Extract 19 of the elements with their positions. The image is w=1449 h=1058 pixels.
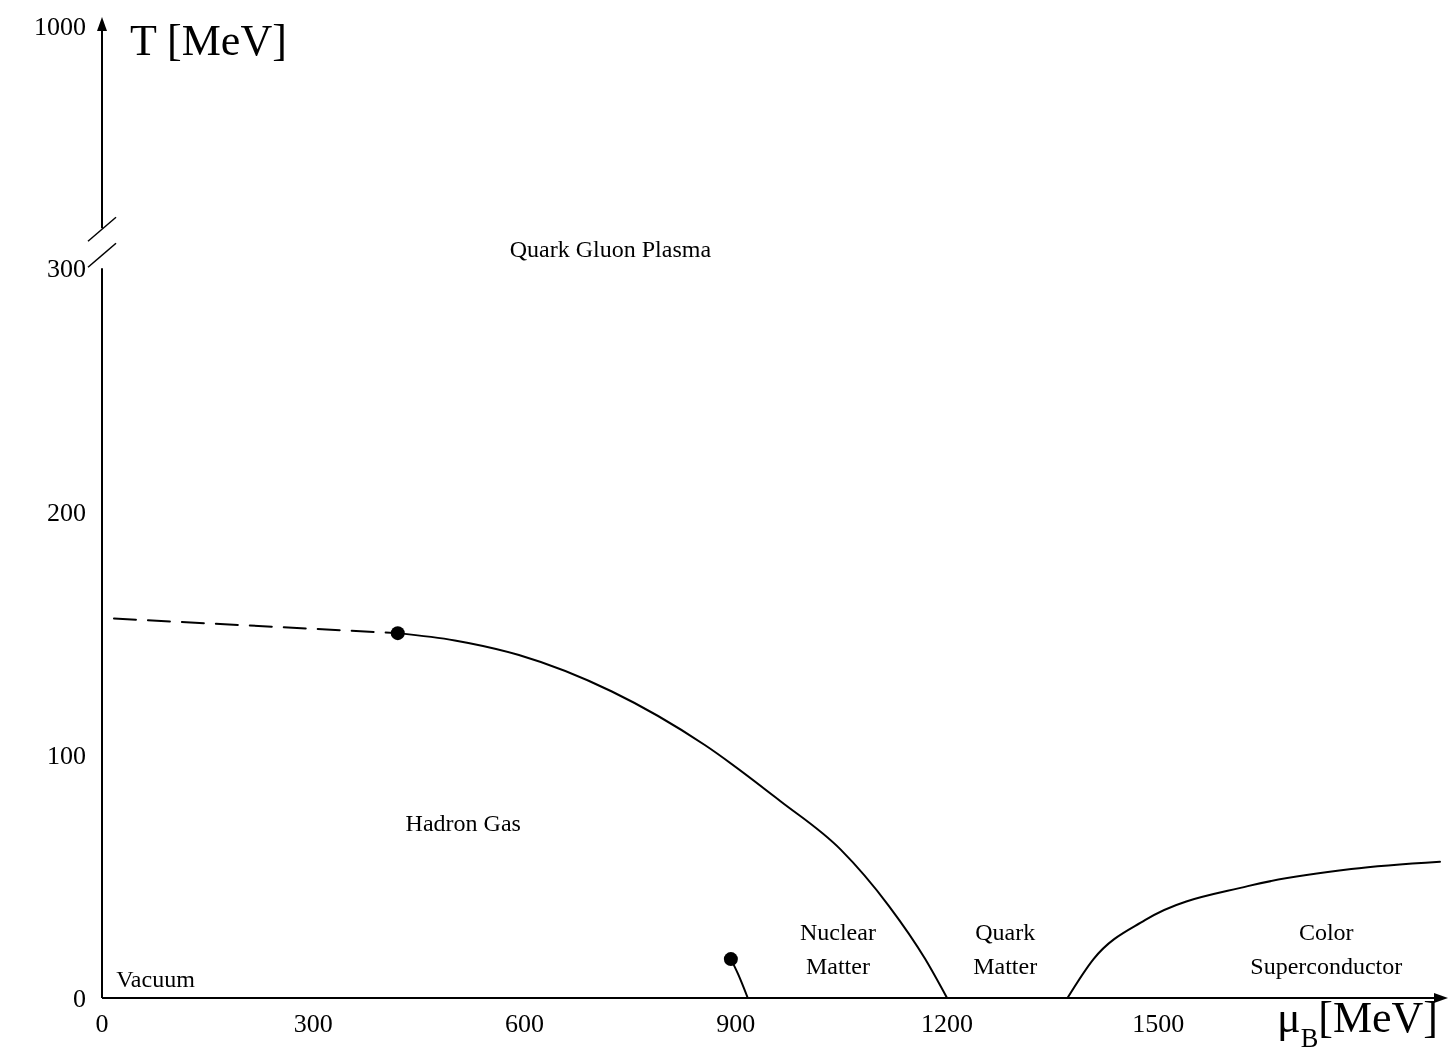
x-axis-title: μ$_{B}$[MeV] xyxy=(1277,993,1438,1053)
annotation: Color Superconductor xyxy=(1250,919,1403,980)
y-tick-label: 0 xyxy=(73,984,86,1013)
y-tick-label: 200 xyxy=(47,497,86,527)
x-tick-label: 600 xyxy=(505,1009,545,1038)
x-tick-label: 1200 xyxy=(921,1009,974,1038)
x-tick-label: 0 xyxy=(95,1009,109,1038)
annotation: Hadron Gas xyxy=(405,809,521,836)
text: Quark Gluon Plasma xyxy=(509,235,712,262)
x-tick-label: 900 xyxy=(716,1009,756,1038)
annotation: Quark Matter xyxy=(973,919,1038,980)
y-tick-label: 300 xyxy=(47,254,86,284)
x-tick-label: 1500 xyxy=(1132,1009,1185,1038)
text: 1000 xyxy=(34,12,86,41)
y-tick-label: 100 xyxy=(47,740,86,770)
annotation: Vacuum xyxy=(116,965,196,992)
annotation: Nuclear Matter xyxy=(799,919,876,980)
x-tick-label: 300 xyxy=(293,1009,333,1038)
y-axis-title: T [MeV] xyxy=(130,16,287,65)
